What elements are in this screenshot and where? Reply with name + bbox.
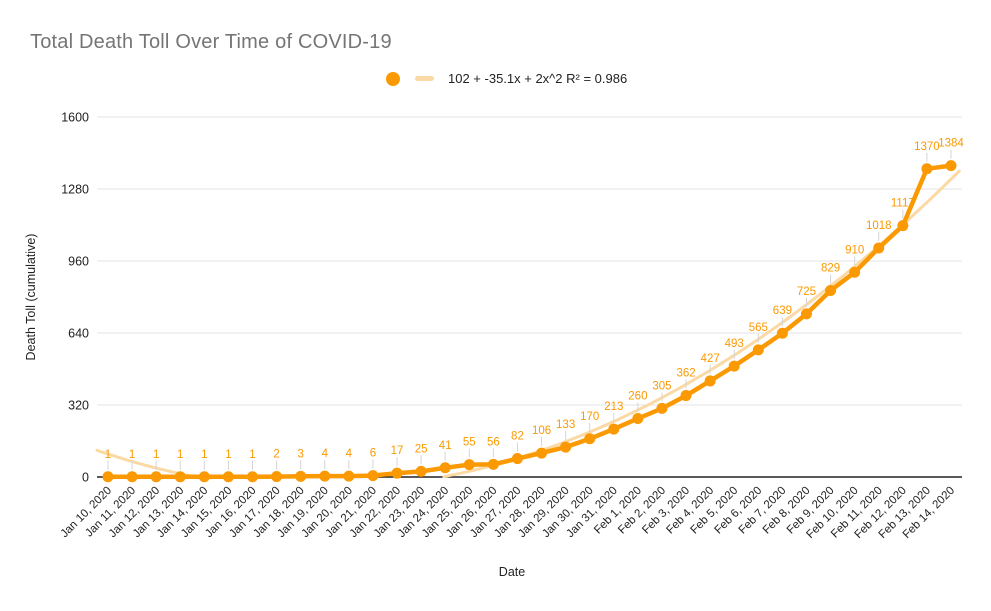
data-point[interactable]	[680, 390, 692, 402]
data-point-label: 1018	[866, 220, 892, 232]
data-point[interactable]	[271, 471, 283, 483]
data-point[interactable]	[487, 458, 499, 470]
data-point-label: 213	[604, 401, 623, 413]
data-point[interactable]	[391, 467, 403, 479]
data-point-label: 4	[346, 448, 353, 460]
data-point[interactable]	[511, 453, 523, 465]
y-tick-label: 1280	[61, 183, 89, 197]
data-point[interactable]	[222, 471, 234, 483]
data-point[interactable]	[921, 163, 933, 175]
data-point[interactable]	[343, 470, 355, 482]
data-point-label: 1	[201, 449, 207, 461]
data-point[interactable]	[849, 266, 861, 278]
data-point-label: 1	[129, 449, 135, 461]
data-point-label: 3	[297, 448, 303, 460]
data-point[interactable]	[897, 220, 909, 232]
data-point-label: 133	[556, 419, 575, 431]
legend[interactable]: 102 + -35.1x + 2x^2 R² = 0.986	[386, 71, 627, 86]
data-point[interactable]	[126, 471, 138, 483]
data-point[interactable]	[776, 327, 788, 339]
y-tick-label: 1600	[61, 111, 89, 125]
y-axis-title: Death Toll (cumulative)	[24, 233, 38, 361]
data-point-label: 493	[725, 338, 744, 350]
series-marker-icon	[386, 71, 400, 86]
data-point-label: 6	[370, 448, 376, 460]
data-point[interactable]	[752, 344, 764, 356]
data-point-label: 362	[676, 368, 695, 380]
data-point-label: 17	[391, 445, 404, 457]
data-point[interactable]	[873, 242, 885, 254]
data-point[interactable]	[174, 471, 186, 483]
data-point[interactable]	[247, 471, 259, 483]
data-point-label: 1	[177, 449, 183, 461]
data-point-label: 1370	[914, 141, 940, 153]
data-point-label: 55	[463, 437, 476, 449]
data-point-label: 1	[153, 449, 159, 461]
data-point-label: 56	[487, 436, 500, 448]
y-tick-label: 640	[68, 327, 89, 341]
data-point[interactable]	[584, 433, 596, 445]
data-point[interactable]	[102, 471, 114, 483]
data-point[interactable]	[560, 441, 572, 453]
data-point[interactable]	[632, 413, 644, 424]
data-point-label: 82	[511, 431, 524, 443]
data-point[interactable]	[825, 284, 837, 296]
data-point-label: 1	[105, 449, 111, 461]
data-point-label: 1	[225, 449, 231, 461]
data-point[interactable]	[945, 160, 957, 172]
data-point-label: 25	[415, 443, 428, 455]
data-point[interactable]	[319, 470, 331, 482]
data-point[interactable]	[295, 470, 307, 482]
trendline-swatch-icon	[415, 76, 434, 81]
data-point[interactable]	[536, 447, 548, 459]
data-point-label: 1	[249, 449, 255, 461]
data-point-label: 106	[532, 425, 551, 437]
data-point-label: 4	[322, 448, 329, 460]
data-point-label: 1117	[891, 198, 915, 210]
data-point[interactable]	[608, 423, 620, 435]
data-point-label: 1384	[938, 138, 964, 150]
data-point-label: 910	[845, 244, 864, 256]
data-point-label: 829	[821, 262, 840, 274]
data-point[interactable]	[704, 375, 716, 387]
data-point[interactable]	[439, 462, 451, 474]
y-tick-label: 960	[68, 255, 89, 269]
data-point[interactable]	[800, 308, 812, 320]
series-line	[105, 163, 954, 480]
chart-title: Total Death Toll Over Time of COVID-19	[30, 31, 392, 53]
data-point[interactable]	[415, 465, 427, 477]
trendline-equation-label: 102 + -35.1x + 2x^2 R² = 0.986	[448, 71, 628, 86]
data-point-label: 305	[652, 380, 671, 392]
y-tick-label: 320	[68, 399, 89, 413]
data-point[interactable]	[463, 459, 475, 471]
data-point-label: 170	[580, 411, 599, 423]
data-point[interactable]	[656, 402, 668, 414]
data-point-label: 260	[628, 391, 647, 403]
data-point-label: 725	[797, 286, 816, 298]
data-point[interactable]	[198, 471, 210, 483]
data-point[interactable]	[728, 360, 740, 372]
data-point-label: 565	[749, 322, 768, 334]
data-point[interactable]	[150, 471, 162, 483]
x-axis-title: Date	[498, 565, 526, 579]
data-point-label: 41	[439, 440, 452, 452]
data-point-label: 2	[273, 449, 279, 461]
data-point-label: 427	[701, 353, 720, 365]
data-point[interactable]	[367, 470, 379, 482]
data-point-label: 639	[773, 305, 792, 317]
y-tick-label: 0	[82, 471, 89, 485]
